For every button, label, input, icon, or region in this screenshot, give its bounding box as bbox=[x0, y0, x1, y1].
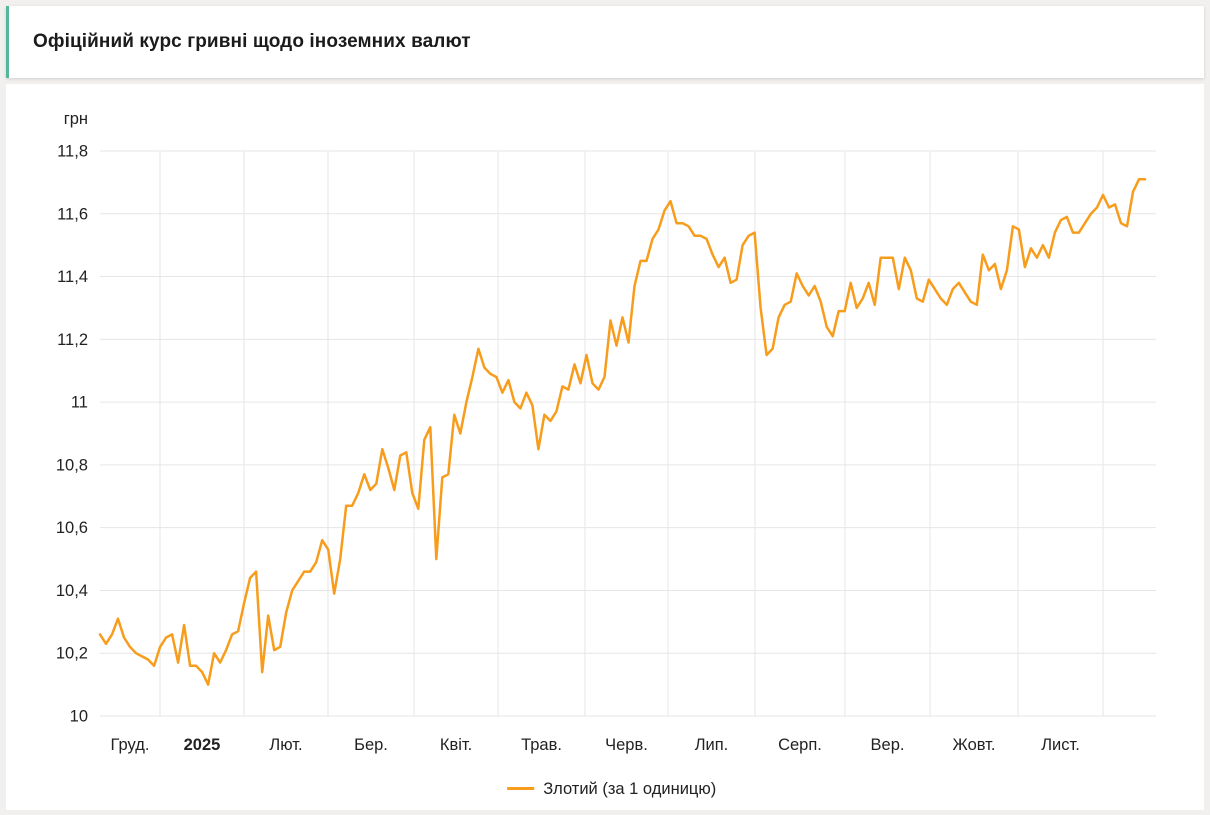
title-card: Офіційний курс гривні щодо іноземних вал… bbox=[6, 6, 1204, 78]
y-axis-tick-label: 11,2 bbox=[57, 331, 88, 349]
x-axis-tick-label: Квіт. bbox=[440, 736, 472, 754]
y-axis-tick-label: 10,2 bbox=[56, 645, 88, 663]
x-axis-tick-label: Лист. bbox=[1041, 736, 1080, 754]
legend-label[interactable]: Злотий (за 1 одиницю) bbox=[543, 780, 716, 798]
y-axis-tick-label: 10,8 bbox=[56, 456, 88, 474]
x-axis-tick-label: Трав. bbox=[521, 736, 562, 754]
x-axis-tick-label: Вер. bbox=[871, 736, 905, 754]
y-axis-tick-label: 11,6 bbox=[57, 205, 88, 223]
y-axis-unit-label: грн bbox=[64, 110, 88, 128]
y-axis-tick-label: 11,4 bbox=[57, 268, 88, 286]
y-axis-tick-label: 10 bbox=[70, 708, 88, 726]
y-axis-tick-label: 10,4 bbox=[56, 582, 88, 600]
x-axis-tick-label: Черв. bbox=[605, 736, 648, 754]
chart-card: 10 10,2 10,4 10,6 10,8 11 11,2 11,4 11,6 11,8 грн Г… bbox=[6, 84, 1204, 810]
x-axis-tick-label: Груд. bbox=[111, 736, 150, 754]
legend-item-zloty[interactable]: Злотий (за 1 одиницю) bbox=[507, 780, 716, 798]
series-line-zloty[interactable] bbox=[98, 178, 1147, 686]
y-axis-tick-label: 11,8 bbox=[57, 143, 88, 161]
x-axis-tick-label: Бер. bbox=[354, 736, 388, 754]
page-title: Офіційний курс гривні щодо іноземних вал… bbox=[33, 31, 471, 52]
x-axis-tick-label: Жовт. bbox=[953, 736, 996, 754]
x-axis-tick-label: Серп. bbox=[778, 736, 822, 754]
x-axis-tick-label: Лют. bbox=[269, 736, 302, 754]
exchange-rate-chart: 10 10,2 10,4 10,6 10,8 11 11,2 11,4 11,6 11,8 грн Г… bbox=[56, 110, 1156, 798]
x-axis-tick-label: 2025 bbox=[184, 736, 221, 754]
y-axis-tick-label: 11 bbox=[71, 394, 88, 412]
y-axis-tick-label: 10,6 bbox=[56, 519, 88, 537]
x-axis-tick-label: Лип. bbox=[695, 736, 729, 754]
